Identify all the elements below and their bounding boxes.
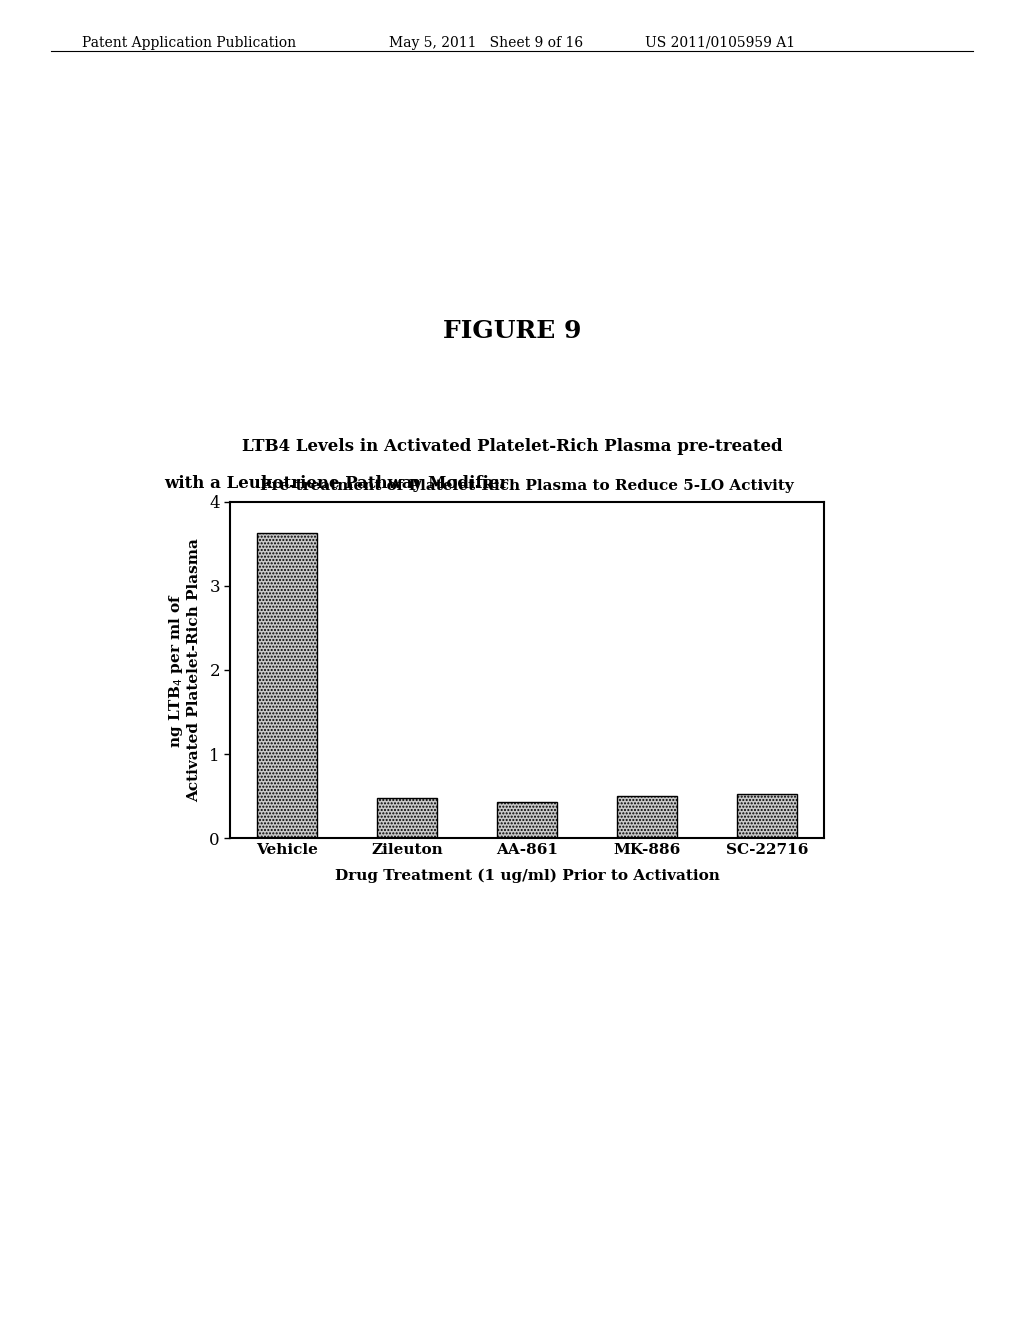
Text: May 5, 2011   Sheet 9 of 16: May 5, 2011 Sheet 9 of 16 [389,36,584,50]
Text: FIGURE 9: FIGURE 9 [442,319,582,343]
Text: Patent Application Publication: Patent Application Publication [82,36,296,50]
Bar [378,797,437,838]
Bar [257,533,317,838]
Title: Pre-treatment of Platelet-Rich Plasma to Reduce 5-LO Activity: Pre-treatment of Platelet-Rich Plasma to… [260,479,795,494]
Bar [617,796,677,838]
Text: with a Leukotriene Pathway Modifier: with a Leukotriene Pathway Modifier [164,475,508,492]
Text: US 2011/0105959 A1: US 2011/0105959 A1 [645,36,796,50]
Bar [737,793,798,838]
Bar [498,803,557,838]
Y-axis label: ng LTB$_4$ per ml of
Activated Platelet-Rich Plasma: ng LTB$_4$ per ml of Activated Platelet-… [167,539,201,801]
Text: LTB4 Levels in Activated Platelet-Rich Plasma pre-treated: LTB4 Levels in Activated Platelet-Rich P… [242,438,782,455]
X-axis label: Drug Treatment (1 ug/ml) Prior to Activation: Drug Treatment (1 ug/ml) Prior to Activa… [335,869,720,883]
